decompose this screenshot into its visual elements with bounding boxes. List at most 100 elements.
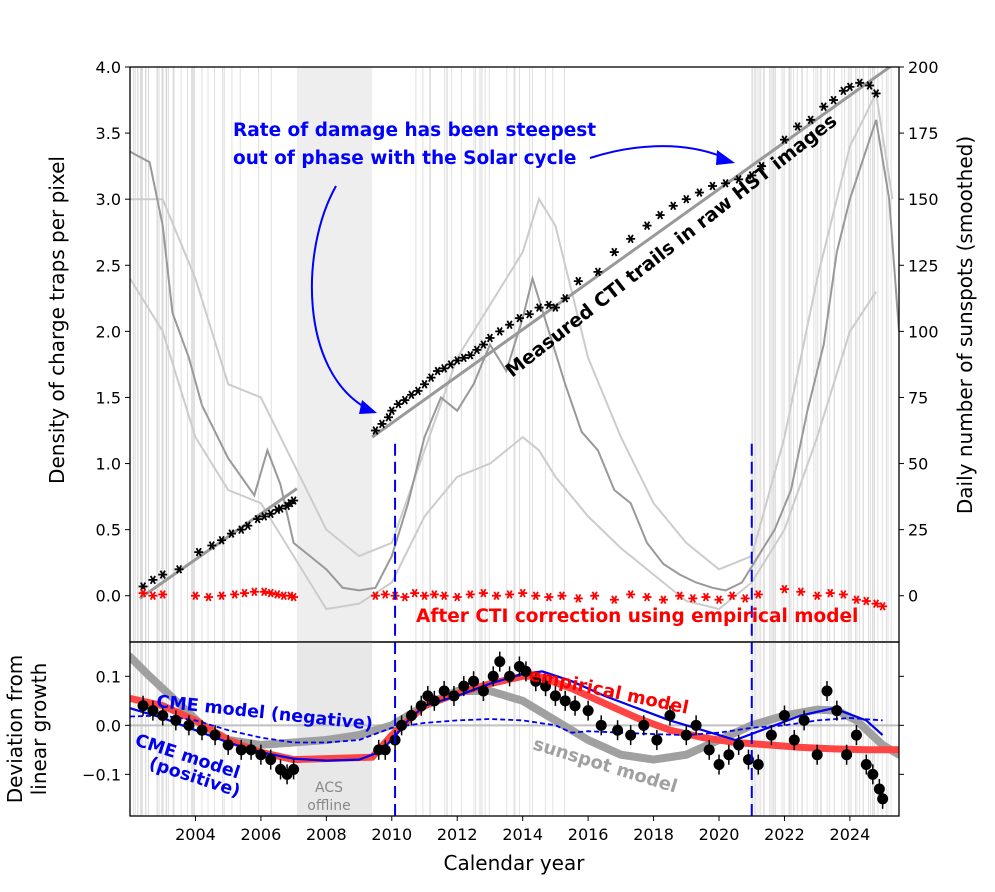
y2-tick-label: 25	[908, 521, 928, 540]
measured-point	[865, 81, 875, 90]
measured-point	[544, 300, 554, 310]
corrected-point	[740, 594, 750, 603]
corrected-point	[688, 594, 698, 603]
annotation-arrowhead-left	[359, 400, 377, 414]
corrected-point	[492, 591, 502, 601]
corrected-point	[727, 591, 737, 601]
deviation-point	[723, 744, 735, 765]
corrected-point	[230, 590, 240, 599]
measured-point	[465, 350, 475, 360]
top-y-ticks: 0.0 0.5 1.0 1.5 2.0 2.5 3.0 3.5 4.0	[96, 58, 130, 606]
deviation-point	[222, 734, 234, 755]
corrected-point	[878, 601, 888, 611]
corrected-point	[465, 590, 475, 599]
bottom-y-ticks: −0.1 0.0 0.1	[82, 667, 904, 784]
measured-point	[838, 86, 848, 96]
corrected-cti-points	[138, 584, 888, 611]
bottom-y-axis-title-1: Deviation from	[3, 655, 27, 804]
measured-point	[829, 95, 839, 105]
corrected-point	[714, 595, 724, 605]
y-tick-label: 2.5	[96, 256, 121, 275]
bottom-sunspot-day-lines	[132, 642, 892, 816]
deviation-point	[458, 676, 470, 697]
y-tick-label: −0.1	[82, 765, 121, 784]
corrected-point	[400, 592, 410, 602]
measured-point	[433, 366, 443, 376]
corrected-point	[626, 590, 636, 599]
measured-point	[259, 512, 269, 521]
corrected-point	[544, 592, 554, 602]
top-panel: 0.0 0.5 1.0 1.5 2.0 2.5 3.0 3.5 4.0 0 25 50 75 100 12…	[45, 58, 977, 643]
deviation-point	[860, 754, 872, 775]
measured-point	[524, 309, 534, 319]
deviation-point	[504, 666, 516, 687]
annotation-corrected: After CTI correction using empirical mod…	[416, 606, 858, 627]
x-tick-label: 2008	[306, 825, 347, 844]
y2-tick-label: 125	[908, 256, 939, 275]
corrected-point	[642, 592, 652, 602]
corrected-point	[609, 595, 619, 605]
measured-point	[472, 345, 482, 355]
deviation-point	[468, 671, 480, 692]
measured-point	[642, 221, 652, 230]
measured-point	[289, 496, 299, 505]
corrected-point	[217, 591, 227, 601]
bottom-y-axis-title-2: linear growth	[27, 663, 51, 796]
x-tick-label: 2024	[830, 825, 871, 844]
corrected-point	[861, 596, 871, 606]
deviation-point	[821, 681, 833, 702]
measured-point	[626, 234, 636, 244]
corrected-point	[452, 592, 462, 602]
x-tick-label: 2006	[241, 825, 282, 844]
measured-point	[593, 267, 603, 277]
measured-point	[694, 188, 704, 197]
deviation-point	[438, 681, 450, 702]
annotation-arrow-right	[589, 145, 724, 159]
measured-point	[819, 102, 829, 112]
deviation-point	[487, 666, 499, 687]
measured-point	[370, 426, 380, 435]
deviation-point	[595, 715, 607, 736]
deviation-point	[841, 744, 853, 765]
y2-tick-label: 175	[908, 124, 939, 143]
measured-point	[609, 247, 619, 257]
measured-point	[855, 78, 865, 88]
x-tick-label: 2004	[175, 825, 216, 844]
acs-offline-band-bottom	[296, 642, 373, 816]
top-dashed-lines	[394, 443, 753, 642]
corrected-point	[557, 591, 567, 601]
corrected-point	[675, 591, 685, 601]
measured-point	[226, 529, 236, 538]
corrected-point	[204, 592, 214, 602]
y-tick-label: 1.0	[96, 455, 121, 474]
label-offline: offline	[307, 798, 350, 814]
bottom-x-ticks: 2004 2006 2008 2010 2012 2014 2016 2018 2020 2022…	[175, 816, 870, 844]
corrected-point	[370, 591, 380, 601]
deviation-point	[651, 730, 663, 751]
bottom-panel: −0.10.00.1 2004 2006 2008 2010 2012 2014 2016 2…	[3, 641, 904, 875]
corrected-point	[272, 590, 282, 599]
corrected-point	[420, 591, 430, 601]
deviation-point	[877, 788, 889, 809]
measured-point	[459, 353, 469, 363]
measured-point	[668, 201, 678, 211]
trend-line	[371, 67, 893, 439]
measured-point	[534, 303, 544, 312]
corrected-point	[249, 587, 259, 597]
deviation-point	[798, 710, 810, 731]
corrected-point	[701, 592, 711, 602]
deviation-point	[703, 739, 715, 760]
measured-point	[266, 509, 276, 519]
measured-point	[253, 514, 263, 524]
deviation-point	[157, 705, 169, 726]
label-empirical-model: empirical model	[527, 664, 691, 718]
measured-point	[707, 181, 717, 191]
deviation-point	[752, 754, 764, 775]
measured-point	[757, 161, 767, 171]
corrected-point	[410, 588, 420, 598]
measured-point	[439, 364, 449, 373]
trend-line	[138, 487, 298, 600]
bottom-dashed-lines	[394, 642, 753, 816]
measured-point	[384, 412, 394, 422]
